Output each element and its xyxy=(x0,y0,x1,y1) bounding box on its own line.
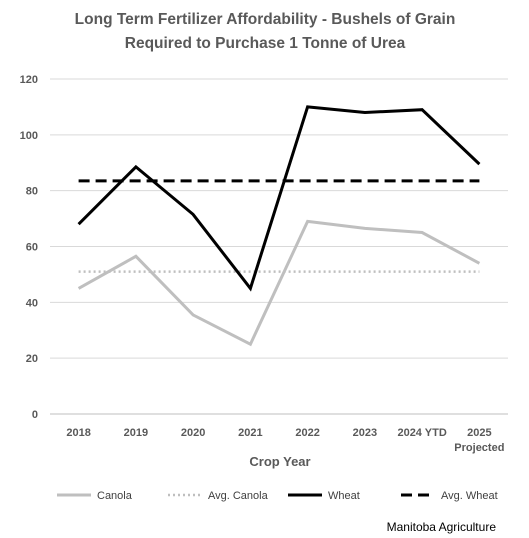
source-note: Manitoba Agriculture xyxy=(387,520,497,534)
legend-label: Avg. Canola xyxy=(208,490,269,502)
x-tick-label: 2019 xyxy=(124,427,148,439)
legend-label: Wheat xyxy=(328,490,360,502)
y-tick-label: 0 xyxy=(32,409,38,421)
x-tick-label: 2022 xyxy=(295,427,319,439)
series-lines xyxy=(77,105,481,347)
x-tick-label: 2025 xyxy=(467,427,491,439)
legend: Canola Avg. Canola Wheat Avg. Wheat xyxy=(57,490,498,502)
y-axis-ticks: 0 20 40 60 80 100 120 xyxy=(20,74,38,421)
chart-title-line-1: Long Term Fertilizer Affordability - Bus… xyxy=(75,11,456,28)
y-tick-label: 120 xyxy=(20,74,38,86)
chart-title-line-2: Required to Purchase 1 Tonne of Urea xyxy=(125,35,406,52)
y-tick-label: 100 xyxy=(20,130,38,142)
y-tick-label: 20 xyxy=(26,353,38,365)
legend-label: Avg. Wheat xyxy=(441,490,498,502)
x-axis-title: Crop Year xyxy=(249,454,310,469)
x-tick-label: 2018 xyxy=(66,427,90,439)
gridlines xyxy=(50,78,508,415)
series-line-canola xyxy=(77,219,481,347)
y-tick-label: 40 xyxy=(26,297,38,309)
series-line-wheat xyxy=(77,105,481,292)
x-tick-label: 2020 xyxy=(181,427,205,439)
x-tick-label: 2024 YTD xyxy=(397,427,446,439)
x-tick-sublabel: Projected xyxy=(454,442,504,454)
x-axis-ticks: 2018 2019 2020 2021 2022 2023 2024 YTD 2025 Proj… xyxy=(66,427,504,454)
y-tick-label: 60 xyxy=(26,242,38,254)
x-tick-label: 2021 xyxy=(238,427,262,439)
legend-label: Canola xyxy=(97,490,133,502)
y-tick-label: 80 xyxy=(26,186,38,198)
x-tick-label: 2023 xyxy=(353,427,377,439)
